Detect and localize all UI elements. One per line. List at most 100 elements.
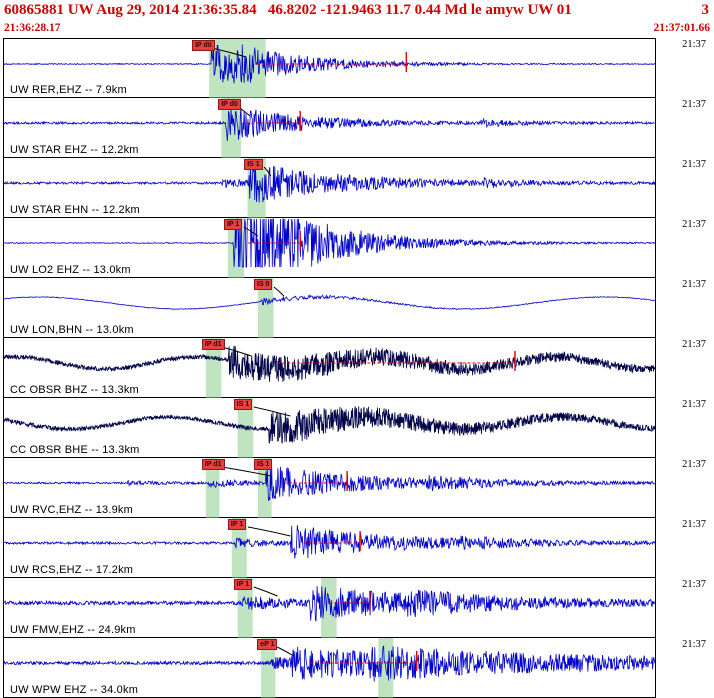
phase-pick-flag[interactable]: IP 1: [224, 219, 243, 230]
station-label: UW RVC,EHZ -- 13.9km: [10, 504, 133, 516]
station-label: UW RER,EHZ -- 7.9km: [10, 84, 127, 96]
seismic-trace: [4, 645, 655, 682]
pick-window-band: [247, 158, 266, 218]
waveform-canvas: [4, 39, 655, 99]
pick-window-band: [261, 638, 276, 698]
phase-pick-flag[interactable]: IP 1: [233, 579, 253, 590]
seismic-trace: [4, 107, 655, 142]
pick-leader-line: [273, 286, 285, 297]
seismic-trace: [4, 406, 655, 444]
trace-plot-area[interactable]: UW WPW EHZ -- 34.0km eP 1: [3, 638, 656, 698]
trace-plot-area[interactable]: UW RVC,EHZ -- 13.9km IP d1 IS 1: [3, 458, 656, 518]
trace-plot-area[interactable]: CC OBSR BHE -- 13.3km IS 1: [3, 398, 656, 458]
trace-panel: UW FMW,EHZ -- 24.9km IP 1 21:37: [0, 578, 714, 638]
trace-panel: UW STAR EHN -- 12.2km IS 1 21:37: [0, 158, 714, 218]
panel-time-label: 21:37: [682, 39, 706, 50]
time-window-row: 21:36:28.17 21:37:01.66: [0, 22, 714, 38]
seismic-trace: [4, 345, 655, 382]
station-label: UW WPW EHZ -- 34.0km: [10, 684, 139, 696]
pick-leader-line: [276, 646, 294, 657]
seismic-trace: [4, 293, 655, 310]
pick-window-band: [209, 39, 266, 99]
phase-pick-flag[interactable]: IS 1: [244, 159, 263, 170]
seismic-trace: [4, 466, 655, 501]
station-label: UW STAR EHZ -- 12.2km: [10, 144, 139, 156]
pick-window-band: [237, 578, 253, 638]
waveform-canvas: [4, 278, 655, 338]
phase-pick-flag[interactable]: IP d1: [201, 339, 225, 350]
window-end-time: 21:37:01.66: [653, 22, 710, 34]
phase-pick-flag[interactable]: IS 1: [233, 399, 253, 410]
trace-plot-area[interactable]: UW RER,EHZ -- 7.9km IP d0: [3, 38, 656, 99]
phase-pick-flag[interactable]: IP 1: [227, 519, 247, 530]
trace-panel: UW WPW EHZ -- 34.0km eP 1 21:37: [0, 638, 714, 698]
trace-panel: CC OBSR BHE -- 13.3km IS 1 21:37: [0, 398, 714, 458]
pick-leader-line: [243, 226, 259, 237]
pick-window-band: [257, 458, 272, 518]
pick-leader-line: [247, 526, 291, 537]
phase-pick-flag[interactable]: IS 1: [254, 459, 273, 470]
pick-leader-line: [221, 346, 252, 357]
phase-pick-flag[interactable]: eP 1: [257, 639, 278, 650]
station-label: UW LON,BHN -- 13.0km: [10, 324, 134, 336]
pick-window-band: [205, 338, 222, 398]
waveform-canvas: [4, 578, 655, 638]
trace-panel: CC OBSR BHZ -- 13.3km IP d1 21:37: [0, 338, 714, 398]
pick-window-band: [257, 278, 274, 338]
trace-plot-area[interactable]: UW LO2 EHZ -- 13.0km IP 1: [3, 218, 656, 278]
pick-leader-line: [253, 406, 291, 417]
event-summary-text: 60865881 UW Aug 29, 2014 21:36:35.84 46.…: [4, 2, 572, 18]
trace-plot-area[interactable]: CC OBSR BHZ -- 13.3km IP d1: [3, 338, 656, 398]
waveform-canvas: [4, 218, 655, 278]
panel-time-label: 21:37: [682, 399, 706, 410]
station-label: UW FMW,EHZ -- 24.9km: [10, 624, 136, 636]
phase-pick-flag[interactable]: IP d1: [201, 459, 225, 470]
waveform-canvas: [4, 98, 655, 158]
trace-panel: UW RVC,EHZ -- 13.9km IP d1 IS 1 21:37: [0, 458, 714, 518]
trace-panel: UW RER,EHZ -- 7.9km IP d0 21:37: [0, 38, 714, 99]
station-label: CC OBSR BHZ -- 13.3km: [10, 384, 139, 396]
panel-time-label: 21:37: [682, 99, 706, 110]
panel-time-label: 21:37: [682, 579, 706, 590]
waveform-canvas: [4, 458, 655, 518]
trace-plot-area[interactable]: UW FMW,EHZ -- 24.9km IP 1: [3, 578, 656, 638]
panel-time-label: 21:37: [682, 459, 706, 470]
panel-time-label: 21:37: [682, 639, 706, 650]
seismic-trace: [4, 162, 655, 203]
trace-panel: UW RCS,EHZ -- 17.2km IP 1 21:37: [0, 518, 714, 578]
pick-window-band: [205, 458, 220, 518]
station-label: UW RCS,EHZ -- 17.2km: [10, 564, 134, 576]
phase-pick-flag[interactable]: IP d0: [192, 40, 215, 51]
waveform-canvas: [4, 638, 655, 698]
pick-leader-line: [263, 166, 272, 177]
window-start-time: 21:36:28.17: [4, 22, 61, 34]
station-label: UW STAR EHN -- 12.2km: [10, 204, 140, 216]
trace-panel: UW LO2 EHZ -- 13.0km IP 1 21:37: [0, 218, 714, 278]
phase-pick-flag[interactable]: IS 0: [254, 279, 273, 290]
panel-time-label: 21:37: [682, 339, 706, 350]
event-station-count: 3: [701, 2, 710, 18]
seismic-trace: [4, 586, 655, 622]
seismic-trace: [4, 525, 655, 559]
station-label: UW LO2 EHZ -- 13.0km: [10, 264, 131, 276]
waveform-canvas: [4, 338, 655, 398]
seismic-trace: [4, 43, 655, 84]
trace-plot-area[interactable]: UW RCS,EHZ -- 17.2km IP 1: [3, 518, 656, 578]
pick-window-band: [231, 518, 247, 578]
event-header: 60865881 UW Aug 29, 2014 21:36:35.84 46.…: [0, 0, 714, 22]
trace-plot-area[interactable]: UW STAR EHN -- 12.2km IS 1: [3, 158, 656, 218]
trace-plot-area[interactable]: UW LON,BHN -- 13.0km IS 0: [3, 278, 656, 338]
panel-time-label: 21:37: [682, 519, 706, 530]
panel-time-label: 21:37: [682, 219, 706, 230]
waveform-canvas: [4, 398, 655, 458]
trace-panel-list: UW RER,EHZ -- 7.9km IP d0 21:37 UW STAR …: [0, 38, 714, 698]
panel-time-label: 21:37: [682, 279, 706, 290]
pick-leader-line: [221, 466, 271, 477]
phase-pick-flag[interactable]: IP d0: [218, 99, 241, 110]
waveform-canvas: [4, 518, 655, 578]
trace-panel: UW STAR EHZ -- 12.2km IP d0 21:37: [0, 98, 714, 158]
trace-panel: UW LON,BHN -- 13.0km IS 0 21:37: [0, 278, 714, 338]
trace-plot-area[interactable]: UW STAR EHZ -- 12.2km IP d0: [3, 98, 656, 158]
seismic-trace: [4, 218, 655, 268]
